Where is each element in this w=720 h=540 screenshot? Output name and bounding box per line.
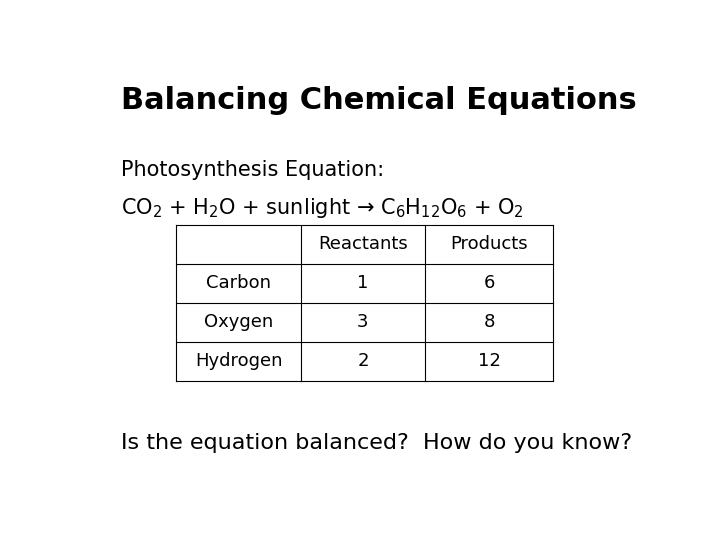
Text: Balancing Chemical Equations: Balancing Chemical Equations (121, 85, 636, 114)
Text: Oxygen: Oxygen (204, 313, 274, 332)
Text: 3: 3 (357, 313, 369, 332)
Text: Carbon: Carbon (206, 274, 271, 292)
Text: 1: 1 (357, 274, 369, 292)
Text: Reactants: Reactants (318, 235, 408, 253)
Text: Photosynthesis Equation:: Photosynthesis Equation: (121, 160, 384, 180)
Text: 12: 12 (477, 352, 500, 370)
Text: 6: 6 (483, 274, 495, 292)
Text: 2: 2 (357, 352, 369, 370)
Text: 8: 8 (483, 313, 495, 332)
Text: CO$_2$ + H$_2$O + sunlight → C$_6$H$_{12}$O$_6$ + O$_2$: CO$_2$ + H$_2$O + sunlight → C$_6$H$_{12… (121, 196, 523, 220)
Text: Hydrogen: Hydrogen (195, 352, 282, 370)
Text: Products: Products (450, 235, 528, 253)
Text: Is the equation balanced?  How do you know?: Is the equation balanced? How do you kno… (121, 433, 632, 453)
